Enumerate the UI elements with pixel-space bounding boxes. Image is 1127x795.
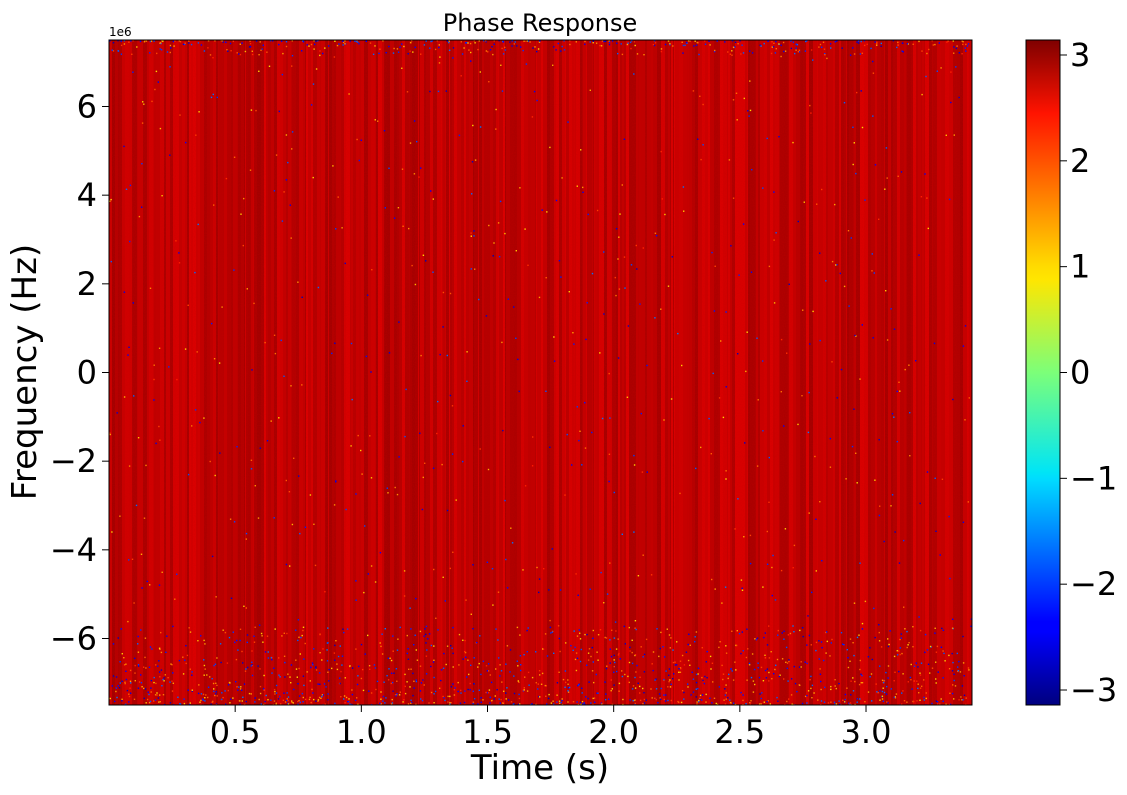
x-axis-ticks: 0.5 1.0 1.5 2.0 2.5 3.0 — [210, 705, 892, 751]
colorbar-tick-label: 3 — [1070, 36, 1090, 74]
y-tick-label: 6 — [77, 88, 97, 126]
x-tick-label: 2.0 — [588, 713, 639, 751]
heatmap-area — [109, 40, 972, 705]
colorbar-tick-label: 1 — [1070, 248, 1090, 286]
y-tick-label: −2 — [50, 442, 97, 480]
y-axis-ticks: −6 −4 −2 0 2 4 6 — [50, 88, 109, 658]
x-tick-label: 1.5 — [462, 713, 513, 751]
x-axis-label: Time (s) — [470, 748, 609, 788]
y-tick-label: 4 — [77, 176, 97, 214]
colorbar-tick-label: −1 — [1070, 459, 1117, 497]
y-tick-label: −6 — [50, 620, 97, 658]
colorbar-tick-label: −3 — [1070, 671, 1117, 709]
y-tick-label: 0 — [77, 354, 97, 392]
x-tick-label: 0.5 — [210, 713, 261, 751]
y-axis-label: Frequency (Hz) — [5, 244, 45, 500]
colorbar-tick-label: 2 — [1070, 142, 1090, 180]
y-tick-label: −4 — [50, 531, 97, 569]
colorbar-ticks: −3 −2 −1 0 1 2 3 — [1060, 36, 1117, 709]
colorbar-tick-label: −2 — [1070, 565, 1117, 603]
y-tick-label: 2 — [77, 265, 97, 303]
x-tick-label: 2.5 — [714, 713, 765, 751]
colorbar — [1025, 39, 1061, 706]
colorbar-tick-label: 0 — [1070, 354, 1090, 392]
chart-title: Phase Response — [443, 9, 638, 37]
x-tick-label: 1.0 — [336, 713, 387, 751]
y-offset-text: 1e6 — [109, 25, 132, 39]
x-tick-label: 3.0 — [841, 713, 892, 751]
